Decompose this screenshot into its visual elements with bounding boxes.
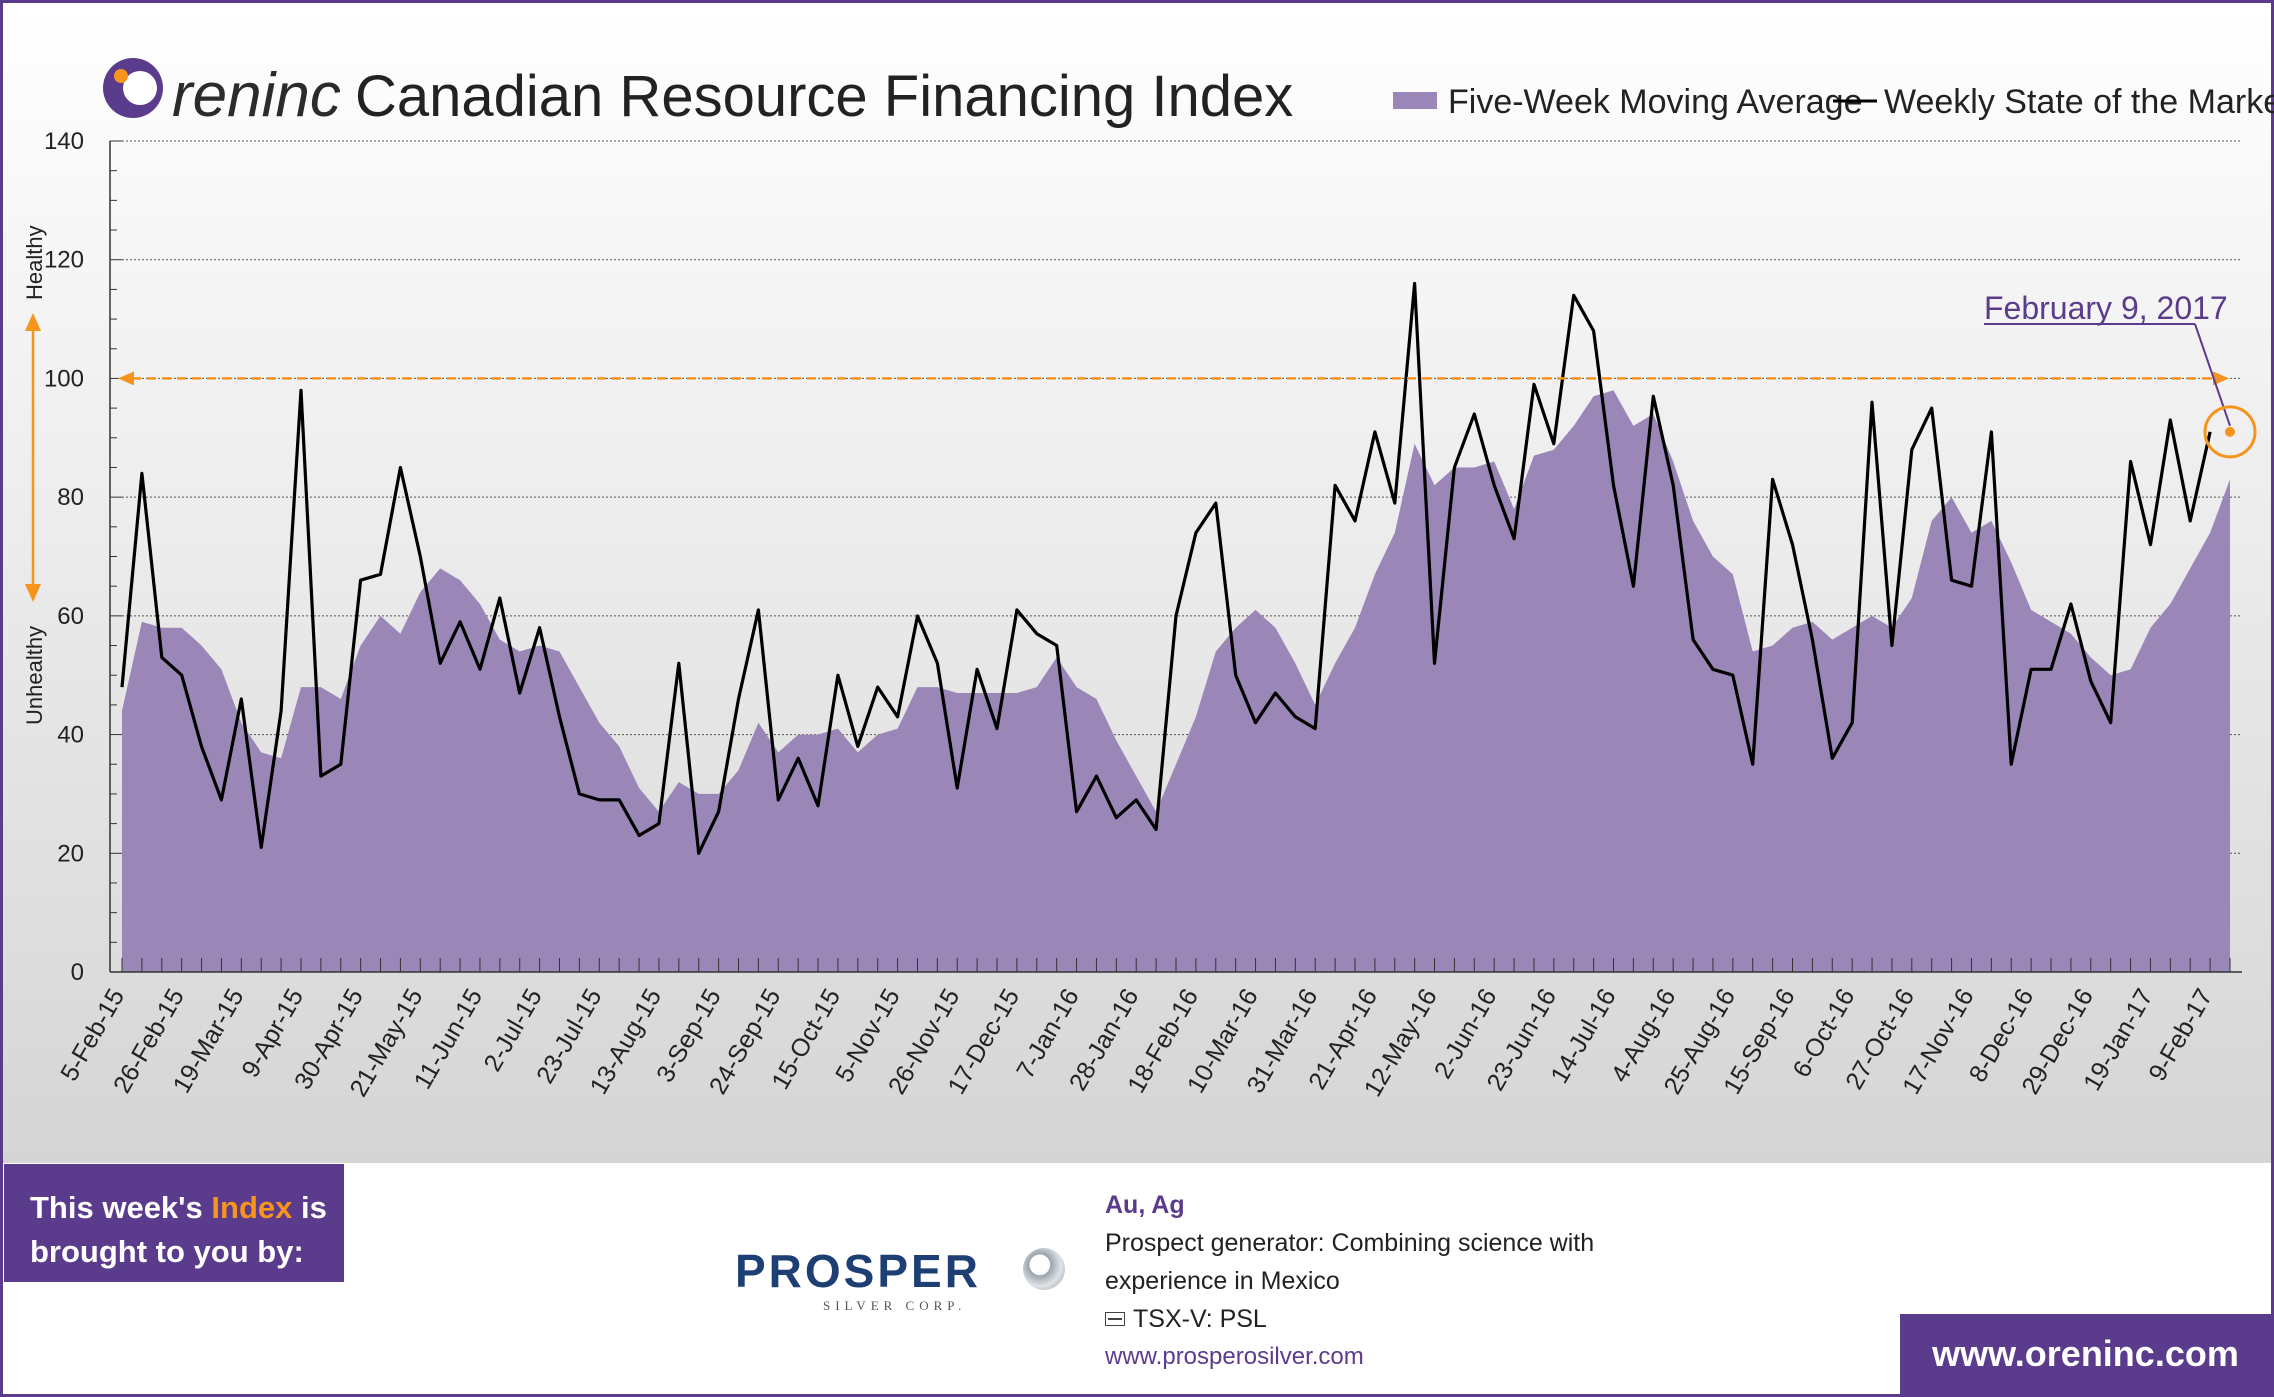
sponsor-ticker: TSX-V: PSL	[1133, 1305, 1267, 1333]
callout-dot	[2225, 426, 2235, 437]
y-tick-label: 80	[57, 484, 84, 511]
y-tick-label: 100	[44, 365, 84, 392]
callout-label: February 9, 2017	[1984, 290, 2228, 326]
y-tick-label: 140	[44, 128, 84, 155]
sponsor-intro-suffix: is	[292, 1190, 327, 1225]
sponsor-intro-prefix: This week's	[30, 1190, 212, 1225]
sponsor-logo-word: PROSPER	[735, 1245, 981, 1297]
legend: Five-Week Moving Average Weekly State of…	[1393, 83, 2274, 121]
healthy-label: Healthy	[22, 225, 47, 300]
sponsor-metals: Au, Ag	[1105, 1191, 1185, 1219]
sponsor-intro-highlight: Index	[211, 1190, 293, 1225]
sponsor-description-2: experience in Mexico	[1105, 1267, 1340, 1295]
sponsor-logo-o-icon	[1023, 1248, 1065, 1290]
threshold-arrow-right-icon	[2213, 371, 2229, 386]
sponsor-logo[interactable]: PROSPER SILVER CORP.	[735, 1230, 1075, 1320]
callout-ring	[2203, 405, 2257, 459]
chart: reninc Canadian Resource Financing Index…	[3, 3, 2274, 1163]
legend-label-weekly: Weekly State of the Market	[1884, 83, 2274, 121]
arrow-up-icon	[25, 313, 41, 331]
site-url-link[interactable]: www.oreninc.com	[1900, 1314, 2271, 1394]
brand-logo	[103, 58, 163, 118]
sponsor-logo-subtitle: SILVER CORP.	[823, 1298, 967, 1313]
sponsor-intro: This week's Index is brought to you by:	[4, 1164, 344, 1282]
health-indicator: Healthy Unhealthy	[22, 225, 47, 725]
y-tick-label: 120	[44, 247, 84, 274]
y-tick-label: 0	[71, 959, 84, 986]
y-tick-label: 60	[57, 603, 84, 630]
legend-label-average: Five-Week Moving Average	[1448, 83, 1863, 121]
sponsor-ticker-row: TSX-V: PSL	[1105, 1300, 1594, 1338]
callout: February 9, 2017	[1984, 290, 2257, 459]
brand-name: reninc	[172, 61, 341, 130]
legend-swatch-area	[1393, 92, 1437, 109]
threshold-arrow-left-icon	[118, 371, 134, 386]
sponsor-intro-line2: brought to you by:	[30, 1234, 304, 1269]
sponsor-description-1: Prospect generator: Combining science wi…	[1105, 1229, 1595, 1257]
sponsor-intro-line1: This week's Index is	[30, 1186, 344, 1230]
sponsor-url-link[interactable]: www.prosperosilver.com	[1105, 1343, 1364, 1370]
area-series-moving-average	[122, 390, 2230, 972]
unhealthy-label: Unhealthy	[22, 626, 47, 725]
y-tick-label: 40	[57, 722, 84, 749]
stock-chart-icon	[1105, 1312, 1125, 1326]
y-tick-label: 20	[57, 840, 84, 867]
chart-title: Canadian Resource Financing Index	[355, 64, 1293, 129]
line-series-weekly	[120, 281, 2212, 855]
arrow-down-icon	[25, 584, 41, 602]
sponsor-info: Au, Ag Prospect generator: Combining sci…	[1105, 1186, 1594, 1376]
